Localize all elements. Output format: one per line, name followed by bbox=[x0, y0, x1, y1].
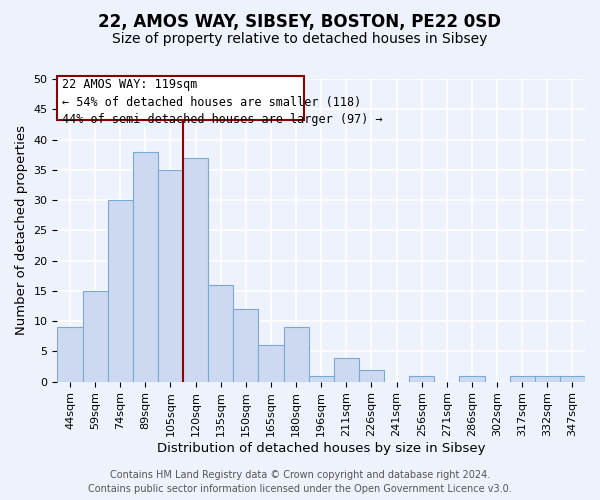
Text: 22 AMOS WAY: 119sqm
← 54% of detached houses are smaller (118)
44% of semi-detac: 22 AMOS WAY: 119sqm ← 54% of detached ho… bbox=[62, 78, 383, 126]
Bar bbox=[359, 370, 384, 382]
Bar bbox=[535, 376, 560, 382]
Bar bbox=[560, 376, 585, 382]
Bar bbox=[409, 376, 434, 382]
FancyBboxPatch shape bbox=[58, 76, 304, 120]
Text: Contains HM Land Registry data © Crown copyright and database right 2024.
Contai: Contains HM Land Registry data © Crown c… bbox=[88, 470, 512, 494]
Bar bbox=[183, 158, 208, 382]
Bar bbox=[133, 152, 158, 382]
Bar bbox=[460, 376, 485, 382]
Bar bbox=[284, 327, 308, 382]
Text: 22, AMOS WAY, SIBSEY, BOSTON, PE22 0SD: 22, AMOS WAY, SIBSEY, BOSTON, PE22 0SD bbox=[98, 12, 502, 30]
Y-axis label: Number of detached properties: Number of detached properties bbox=[15, 126, 28, 336]
Bar bbox=[83, 291, 107, 382]
Bar bbox=[334, 358, 359, 382]
Bar bbox=[208, 285, 233, 382]
Bar bbox=[107, 200, 133, 382]
Bar bbox=[233, 309, 259, 382]
Bar bbox=[259, 346, 284, 382]
Bar bbox=[58, 327, 83, 382]
X-axis label: Distribution of detached houses by size in Sibsey: Distribution of detached houses by size … bbox=[157, 442, 485, 455]
Bar bbox=[308, 376, 334, 382]
Bar bbox=[158, 170, 183, 382]
Text: Size of property relative to detached houses in Sibsey: Size of property relative to detached ho… bbox=[112, 32, 488, 46]
Bar bbox=[509, 376, 535, 382]
